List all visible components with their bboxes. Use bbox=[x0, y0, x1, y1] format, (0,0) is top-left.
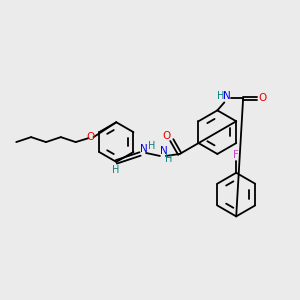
Text: H: H bbox=[165, 154, 172, 164]
Text: N: N bbox=[224, 91, 231, 100]
Text: H: H bbox=[148, 141, 156, 151]
Text: H: H bbox=[217, 91, 224, 100]
Text: H: H bbox=[112, 165, 119, 175]
Text: N: N bbox=[160, 146, 168, 156]
Text: O: O bbox=[86, 132, 95, 142]
Text: O: O bbox=[163, 131, 171, 141]
Text: O: O bbox=[259, 94, 267, 103]
Text: N: N bbox=[140, 144, 148, 154]
Text: F: F bbox=[233, 150, 239, 160]
